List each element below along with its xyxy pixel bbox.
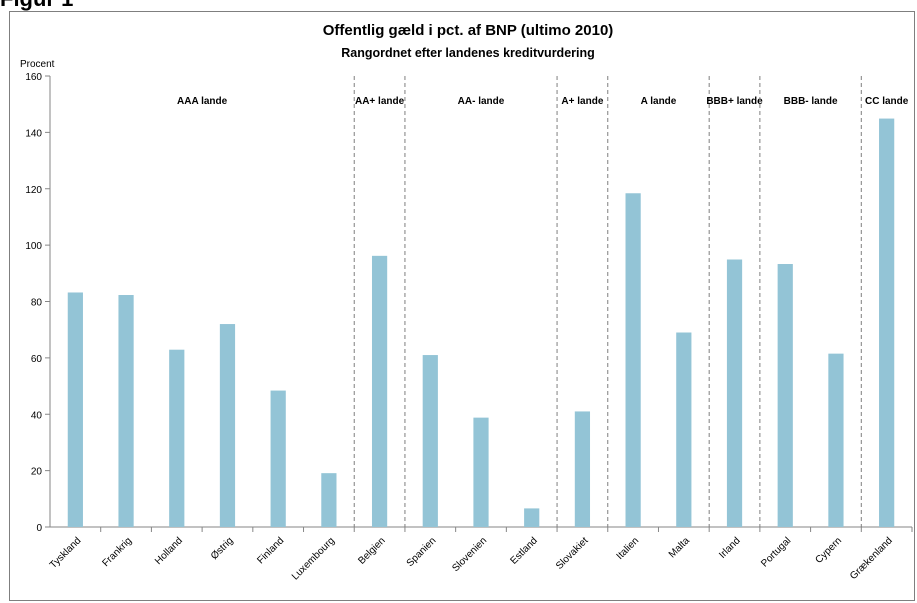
bar-belgien xyxy=(371,255,388,527)
y-tick-label: 0 xyxy=(36,523,42,534)
y-axis-label: Procent xyxy=(20,59,55,70)
y-tick-label: 40 xyxy=(31,410,43,421)
y-tick-label: 60 xyxy=(31,354,43,365)
bar-spanien xyxy=(422,355,438,527)
x-tick-label: Irland xyxy=(717,535,742,560)
x-tick-label: Estland xyxy=(508,535,539,566)
bar-finland xyxy=(270,390,286,527)
x-tick-label: Portugal xyxy=(759,535,793,569)
group-label: A lande xyxy=(641,96,677,107)
x-tick-label: Belgien xyxy=(356,535,387,566)
bar-cypern xyxy=(828,353,844,527)
bar-portugal xyxy=(777,264,793,527)
x-tick-label: Luxembourg xyxy=(290,535,337,582)
x-tick-label: Finland xyxy=(255,535,286,566)
x-tick-label: Cypern xyxy=(813,535,844,566)
bar-malta xyxy=(676,332,692,527)
x-tick-label: Østrig xyxy=(209,535,236,562)
bar-luxembourg xyxy=(321,473,337,527)
group-label: A+ lande xyxy=(561,96,603,107)
figure-label: Figur 1 xyxy=(0,0,73,12)
bar-slovenien xyxy=(473,417,489,527)
y-tick-label: 100 xyxy=(25,241,42,252)
bar-grækenland xyxy=(879,118,895,528)
group-label: AA- lande xyxy=(458,96,505,107)
group-label: BBB+ lande xyxy=(706,96,763,107)
group-label: AAA lande xyxy=(177,96,228,107)
y-tick-label: 20 xyxy=(31,467,43,478)
x-tick-label: Malta xyxy=(667,535,692,560)
x-tick-label: Holland xyxy=(153,535,185,567)
bar-estland xyxy=(524,508,540,527)
bar-slovakiet xyxy=(574,411,591,527)
y-tick-label: 160 xyxy=(25,72,42,83)
x-tick-label: Italien xyxy=(615,535,642,562)
chart-subtitle: Rangordnet efter landenes kreditvurderin… xyxy=(341,46,595,60)
y-tick-label: 140 xyxy=(25,128,42,139)
y-tick-label: 120 xyxy=(25,185,42,196)
plot-area: 0 20 40 60 80 100 120 140 160 Tyskland Frankrig Hol… xyxy=(25,72,913,582)
bar-tyskland xyxy=(67,292,83,527)
group-label: CC lande xyxy=(865,96,909,107)
group-label: BBB- lande xyxy=(784,96,838,107)
bar-frankrig xyxy=(118,295,134,527)
x-tick-label: Tyskland xyxy=(48,535,84,571)
y-tick-label: 80 xyxy=(31,298,43,309)
bar-irland xyxy=(726,259,743,527)
chart-frame xyxy=(9,11,915,601)
bar-holland xyxy=(169,349,185,527)
chart-title: Offentlig gæld i pct. af BNP (ultimo 201… xyxy=(323,22,614,39)
bar-italien xyxy=(625,193,641,527)
x-tick-label: Slovakiet xyxy=(554,535,591,572)
x-tick-label: Frankrig xyxy=(100,535,134,569)
x-tick-label: Spanien xyxy=(405,535,439,569)
x-tick-label: Slovenien xyxy=(450,535,489,574)
bar-østrig xyxy=(219,324,236,527)
group-label: AA+ lande xyxy=(355,96,405,107)
x-tick-label: Grækenland xyxy=(848,535,895,582)
